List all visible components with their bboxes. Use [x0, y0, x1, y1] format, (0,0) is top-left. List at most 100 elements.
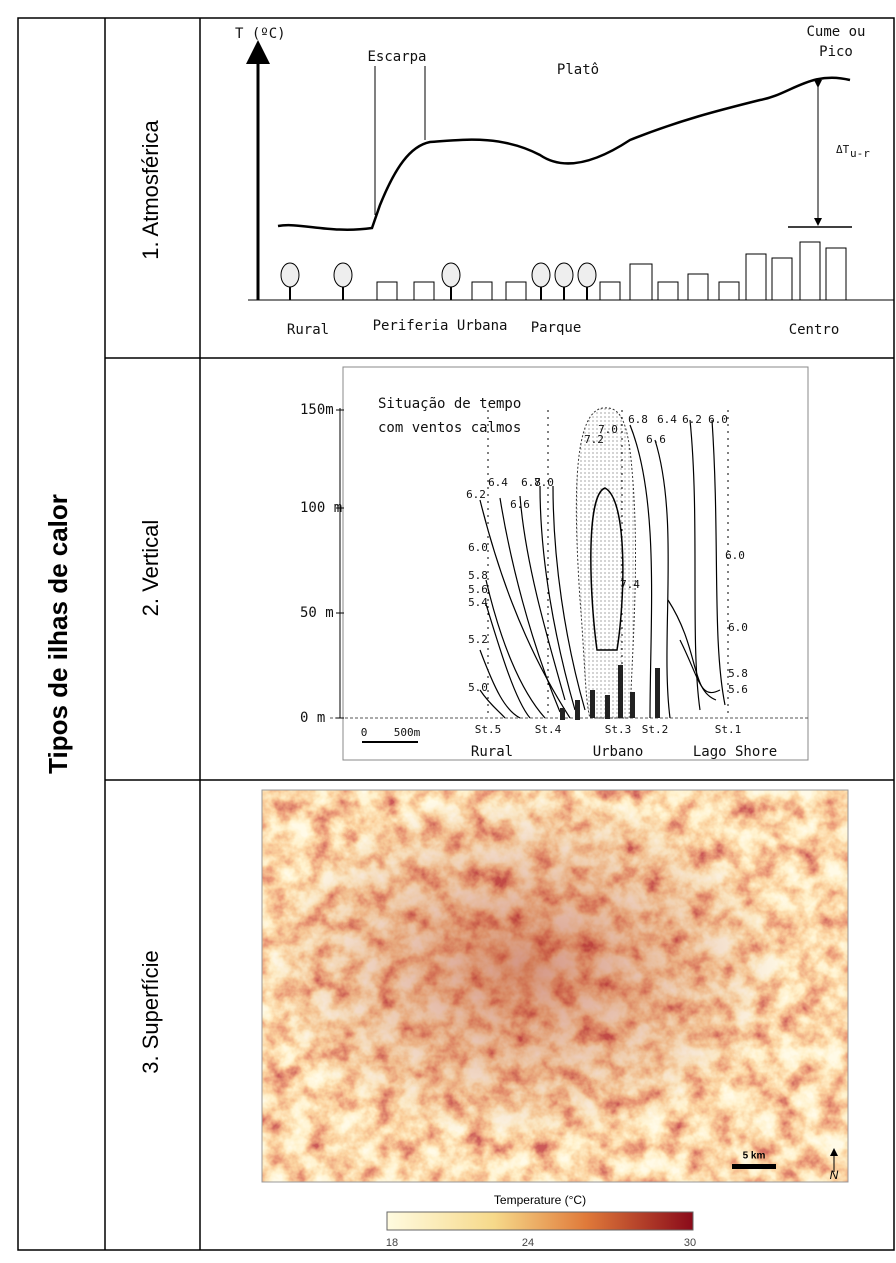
building	[657, 281, 679, 301]
note: Situação de tempo	[378, 396, 521, 412]
isotherm	[479, 649, 521, 719]
station-label: St.3	[605, 723, 632, 736]
tree-crown	[577, 262, 597, 288]
isotherm	[689, 419, 701, 711]
annotation: Platô	[557, 62, 599, 78]
legend-tick: 24	[522, 1237, 534, 1249]
isotherm-label: 6.4	[488, 476, 508, 489]
tree-crown	[280, 262, 300, 288]
isotherm	[499, 497, 561, 713]
building	[413, 281, 435, 301]
isotherm	[679, 639, 721, 694]
isotherm	[485, 603, 531, 719]
table-frame	[17, 17, 895, 1251]
building	[376, 281, 398, 301]
north-label: N	[830, 1168, 839, 1182]
height-label: 0 m	[300, 710, 325, 726]
isotherm-label: 6.2	[682, 413, 702, 426]
tree-crown	[531, 262, 551, 288]
isotherm-label: 6.2	[466, 488, 486, 501]
station-label: St.2	[642, 723, 669, 736]
height-label: 150m	[300, 402, 334, 418]
isotherm-label: 7.0	[534, 476, 554, 489]
annotation: Cume ou	[806, 24, 865, 40]
isotherm-label: 6.0	[708, 413, 728, 426]
building	[590, 690, 595, 718]
scale-label: 5 km	[743, 1151, 766, 1162]
building	[505, 281, 527, 301]
tree-crown	[333, 262, 353, 288]
atmospheric-diagram: T (ºC) Escarpa Platô Cume ou Pico ΔT u-r…	[235, 24, 894, 338]
isotherm-label: 7.2	[584, 433, 604, 446]
row-label: 1. Atmosférica	[138, 120, 163, 260]
isotherm	[539, 485, 576, 711]
zone-label: Centro	[789, 322, 840, 338]
annotation: Escarpa	[367, 49, 426, 65]
legend-title: Temperature (°C)	[494, 1193, 586, 1207]
zone-label: Rural	[287, 322, 329, 338]
station-label: St.1	[715, 723, 742, 736]
isotherm-label: 5.2	[468, 633, 488, 646]
isotherm-label: 6.0	[725, 549, 745, 562]
isotherm-label: 6.8	[521, 476, 541, 489]
row-label: 3. Superfície	[138, 950, 163, 1074]
isotherm	[629, 424, 653, 719]
building	[771, 257, 793, 301]
height-label: 50 m	[300, 605, 334, 621]
annotation: u-r	[850, 147, 870, 160]
building	[575, 700, 580, 720]
tree-crown	[554, 262, 574, 288]
station-label: St.4	[535, 723, 562, 736]
tree-crown	[441, 262, 461, 288]
isotherm	[667, 599, 717, 701]
table-title: Tipos de ilhas de calor	[43, 494, 73, 774]
isotherm-label: 5.0	[468, 681, 488, 694]
isotherm-label: 5.6	[468, 583, 488, 596]
isotherm-label: 6.0	[728, 621, 748, 634]
legend-tick: 30	[684, 1237, 696, 1249]
zone-label: Urbano	[593, 744, 644, 760]
isotherm	[479, 689, 506, 719]
isotherm-label: 6.8	[628, 413, 648, 426]
isotherm-label: 5.4	[468, 596, 488, 609]
building	[630, 692, 635, 718]
annotation: ΔT	[836, 143, 850, 156]
zone-label: Periferia Urbana	[373, 318, 508, 334]
annotation: Pico	[819, 44, 853, 60]
building	[799, 241, 821, 301]
isotherm	[519, 495, 566, 701]
zone-label: Lago Shore	[693, 744, 777, 760]
isotherm-label: 6.6	[510, 498, 530, 511]
isotherm	[711, 419, 726, 706]
height-label: 100 m	[300, 500, 342, 516]
building	[605, 695, 610, 719]
isotherm	[654, 439, 671, 719]
isotherm-label: 7.0	[598, 423, 618, 436]
row-label: 2. Vertical	[138, 520, 163, 617]
isotherm	[479, 499, 571, 719]
building	[655, 668, 660, 718]
scale-label: 0	[361, 726, 368, 739]
surface-map: 5 km N Temperature (°C) 18 24 30	[261, 789, 849, 1249]
building	[687, 273, 709, 301]
note: com ventos calmos	[378, 420, 521, 436]
building	[618, 665, 623, 718]
zone-label: Rural	[471, 744, 513, 760]
legend-tick: 18	[386, 1237, 398, 1249]
scale-label: 500m	[394, 726, 421, 739]
building	[718, 281, 740, 301]
building	[629, 263, 653, 301]
isotherm-label: 5.8	[728, 667, 748, 680]
building	[560, 708, 565, 720]
isotherm-label: 5.8	[468, 569, 488, 582]
isotherm-label: 6.4	[657, 413, 677, 426]
isotherm	[485, 579, 546, 719]
isotherm-label: 5.6	[728, 683, 748, 696]
axis-label: T (ºC)	[235, 26, 286, 42]
isotherm	[552, 485, 586, 711]
zone-label: Parque	[531, 320, 582, 336]
building	[599, 281, 621, 301]
isotherm-label: 6.0	[468, 541, 488, 554]
vertical-diagram: 150m 100 m 50 m 0 m Situação de tempo com ven…	[300, 366, 809, 761]
